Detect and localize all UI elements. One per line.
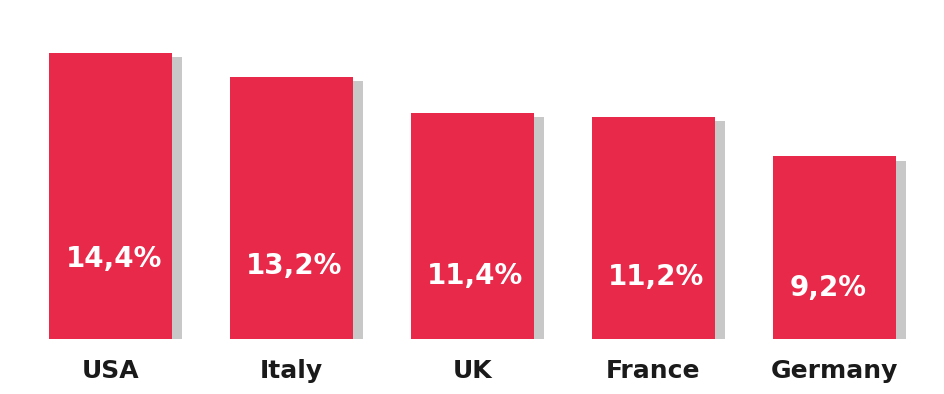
FancyBboxPatch shape — [601, 121, 724, 344]
Text: 9,2%: 9,2% — [788, 274, 866, 302]
Text: 14,4%: 14,4% — [65, 245, 161, 273]
FancyBboxPatch shape — [49, 53, 172, 340]
FancyBboxPatch shape — [591, 117, 715, 340]
FancyBboxPatch shape — [59, 57, 182, 344]
FancyBboxPatch shape — [411, 113, 533, 340]
FancyBboxPatch shape — [772, 156, 895, 340]
Text: 11,4%: 11,4% — [427, 262, 523, 290]
Text: 11,2%: 11,2% — [608, 263, 703, 291]
FancyBboxPatch shape — [782, 161, 905, 344]
Text: 13,2%: 13,2% — [246, 252, 343, 280]
FancyBboxPatch shape — [420, 117, 544, 344]
FancyBboxPatch shape — [229, 77, 353, 340]
FancyBboxPatch shape — [240, 81, 362, 344]
